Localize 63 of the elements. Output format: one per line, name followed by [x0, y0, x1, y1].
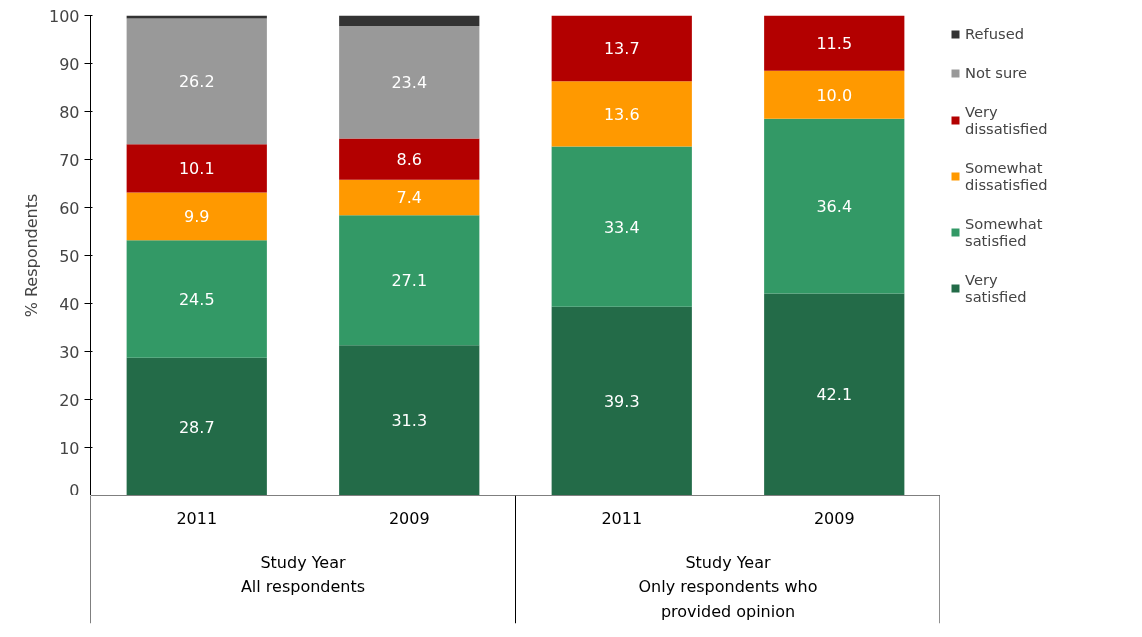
bar: [551, 146, 692, 307]
data-label: 8.6: [396, 150, 422, 170]
bar: [764, 70, 905, 119]
text: Study Year: [685, 553, 771, 573]
y-tick-label: 20: [59, 390, 80, 410]
y-tick-label: 60: [59, 198, 80, 218]
legend-label: Very dissatisfied: [965, 103, 1048, 137]
data-label: 7.4: [396, 188, 422, 208]
legend-label: Somewhat satisfied: [965, 215, 1043, 249]
data-label: 27.1: [391, 271, 428, 291]
bar: [764, 15, 905, 71]
y-tick-label: 80: [59, 102, 80, 122]
y-tick-label: 90: [59, 54, 80, 74]
bar: [126, 357, 267, 495]
bar: [126, 240, 267, 358]
data-label: 10.1: [178, 159, 215, 179]
legend-label: Somewhat dissatisfied: [965, 159, 1048, 193]
bar: [126, 18, 267, 145]
y-tick-label: 30: [59, 342, 80, 362]
data-label: 9.9: [184, 207, 210, 227]
legend-label: Not sure: [965, 64, 1027, 81]
y-tick-label: 40: [59, 294, 80, 314]
bar: [339, 15, 480, 27]
bar: [339, 138, 480, 180]
data-label: 36.4: [816, 197, 853, 217]
bar: [339, 345, 480, 495]
text: Only respondents who provided opinion: [638, 577, 818, 621]
data-label: 13.6: [603, 104, 640, 124]
bar: [551, 81, 692, 147]
bar: [339, 179, 480, 216]
data-label: 23.4: [391, 73, 428, 93]
text: Study Year: [260, 553, 346, 573]
data-label: 11.5: [816, 34, 853, 54]
legend-label: Very satisfied: [965, 271, 1027, 305]
data-label: 24.5: [178, 289, 215, 309]
x-tick-label: 2011: [176, 508, 218, 528]
legend-label: Refused: [965, 25, 1024, 42]
bar: [126, 144, 267, 193]
data-label: 10.0: [816, 85, 853, 105]
text: All respondents: [240, 577, 366, 597]
y-axis-title: % Respondents: [21, 193, 41, 318]
y-tick-label: 70: [59, 150, 80, 170]
bar: [551, 15, 692, 82]
data-label: 13.7: [603, 39, 640, 59]
data-label: 39.3: [603, 392, 640, 412]
bar: [339, 26, 480, 139]
bar: [764, 118, 905, 294]
data-label: 28.7: [178, 417, 215, 437]
x-tick-label: 2011: [601, 508, 643, 528]
bar: [551, 306, 692, 495]
bar: [339, 215, 480, 346]
data-label: 31.3: [391, 411, 428, 431]
data-label: 26.2: [178, 72, 215, 92]
data-label: 42.1: [816, 385, 853, 405]
x-tick-label: 2009: [388, 508, 430, 528]
y-tick-label: 10: [59, 438, 80, 458]
y-tick-label: 50: [59, 246, 80, 266]
data-label: 33.4: [603, 217, 640, 237]
y-tick-label: 100: [48, 6, 80, 26]
x-tick-label: 2009: [813, 508, 855, 528]
y-tick-label: 0: [69, 480, 80, 500]
bar: [126, 192, 267, 241]
bar: [764, 293, 905, 495]
